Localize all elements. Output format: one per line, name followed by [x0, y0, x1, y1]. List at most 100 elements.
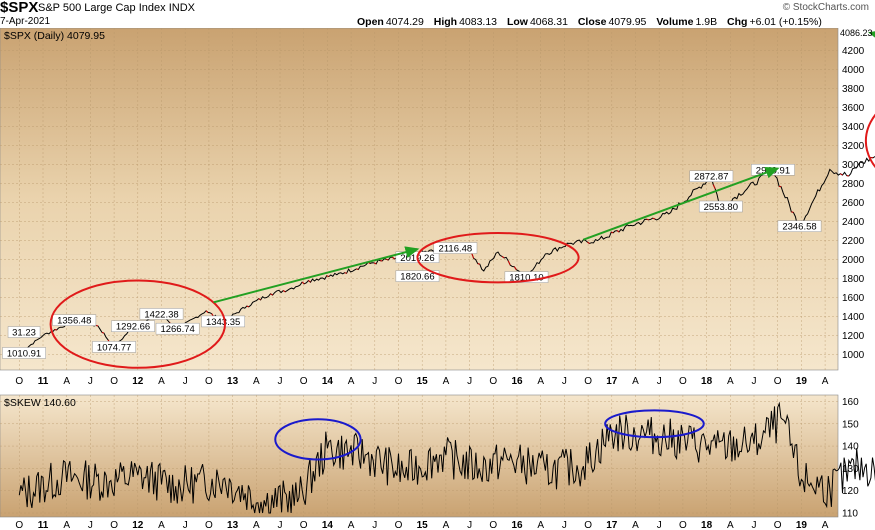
x-tick-label: J — [752, 376, 757, 387]
x-tick-label: 12 — [132, 376, 144, 387]
price-annotation-box — [111, 320, 155, 332]
price-annotation: 1820.66 — [400, 272, 434, 283]
price-annotation: 2872.87 — [694, 172, 728, 183]
x-tick-label: A — [632, 520, 639, 530]
price-tick-label: 1800 — [842, 274, 865, 285]
price-annotation: 1810.10 — [509, 273, 543, 284]
spx-down-tick — [308, 280, 311, 283]
price-annotation-box — [92, 341, 136, 353]
price-tick-label: 2800 — [842, 179, 865, 190]
x-tick-label: O — [584, 520, 592, 530]
price-tick-label: 3000 — [842, 160, 865, 171]
spx-down-tick — [652, 217, 655, 220]
price-annotation: 1292.66 — [116, 322, 150, 333]
x-tick-label: O — [205, 376, 213, 387]
x-tick-label: A — [632, 376, 639, 387]
price-tick-label: 3200 — [842, 141, 865, 152]
x-tick-label: A — [822, 376, 829, 387]
x-tick-label: J — [183, 376, 188, 387]
spx-down-tick — [587, 241, 590, 244]
last-price-label: 4086.23 — [840, 28, 873, 38]
x-tick-label: 15 — [417, 376, 429, 387]
x-tick-label: 13 — [227, 520, 239, 530]
spx-down-tick — [301, 281, 305, 285]
skew-panel-title: $SKEW 140.60 — [4, 397, 76, 409]
price-tick-label: 2600 — [842, 198, 865, 209]
x-tick-label: O — [584, 376, 592, 387]
x-tick-label: A — [443, 520, 450, 530]
skew-circle-highlight — [604, 409, 705, 439]
x-tick-label: A — [348, 376, 355, 387]
x-tick-label: J — [657, 520, 662, 530]
spx-down-tick — [507, 260, 511, 266]
spx-down-tick — [611, 231, 614, 234]
price-tick-label: 1400 — [842, 312, 865, 323]
x-tick-label: J — [467, 376, 472, 387]
chg-value: +6.01 (+0.15%) — [749, 16, 822, 28]
x-tick-label: A — [727, 376, 734, 387]
x-tick-label: A — [158, 520, 165, 530]
x-tick-label: A — [63, 520, 70, 530]
skew-tick-label: 130 — [842, 464, 859, 475]
price-annotation-box — [777, 220, 822, 232]
price-tick-label: 1200 — [842, 331, 865, 342]
spx-down-tick — [373, 262, 377, 265]
price-chart[interactable]: 1000 1200 1400 1600 1800 2000 2200 2400 2600 2800… — [0, 28, 875, 530]
spx-down-tick — [95, 324, 99, 327]
x-tick-label: A — [537, 376, 544, 387]
low-value: 4068.31 — [529, 16, 568, 28]
price-annotation: 1266.74 — [160, 324, 194, 335]
price-annotation: 2116.48 — [439, 244, 473, 255]
x-tick-label: 11 — [38, 520, 49, 530]
x-tick-label: 13 — [227, 376, 239, 387]
price-tick-label: 2400 — [842, 217, 865, 228]
price-tick-label: 1000 — [842, 350, 865, 361]
skew-panel-bg — [0, 394, 839, 518]
x-tick-label: 12 — [132, 520, 144, 530]
price-annotation-box — [52, 314, 97, 326]
x-tick-label: J — [657, 376, 662, 387]
x-tick-label: J — [372, 376, 377, 387]
price-circle-highlight — [864, 113, 875, 169]
x-tick-label: 15 — [417, 520, 429, 530]
skew-circle-highlight — [274, 418, 362, 461]
spx-down-tick — [712, 184, 716, 189]
price-tick-label: 4200 — [842, 46, 865, 57]
spx-down-tick — [392, 256, 395, 260]
x-tick-label: J — [88, 376, 93, 387]
x-tick-label: 18 — [701, 520, 713, 530]
x-tick-label: O — [110, 520, 118, 530]
trend-arrow — [213, 246, 420, 304]
exchange: INDX — [168, 2, 195, 14]
x-tick-label: A — [727, 520, 734, 530]
close-label: Close — [577, 16, 607, 28]
spx-down-tick — [840, 173, 843, 176]
x-tick-label: A — [158, 376, 165, 387]
open-label: Open — [357, 16, 384, 28]
x-tick-label: O — [15, 376, 23, 387]
price-annotation-box — [139, 308, 184, 320]
low-label: Low — [506, 16, 528, 28]
brand-logo: © StockCharts.com — [782, 2, 869, 13]
x-tick-label: 16 — [511, 520, 523, 530]
spx-down-tick — [246, 305, 249, 308]
chg-label: Chg — [727, 16, 748, 28]
price-annotation: 2346.58 — [782, 222, 816, 233]
x-tick-label: A — [253, 376, 260, 387]
spx-down-tick — [646, 218, 649, 221]
price-annotation: 2553.80 — [704, 202, 738, 213]
x-tick-label: J — [278, 376, 283, 387]
x-tick-label: 19 — [796, 376, 808, 387]
chart-header: $SPX S&P 500 Large Cap Index INDX 7-Apr-… — [0, 0, 875, 28]
price-annotation-box — [7, 326, 41, 338]
x-tick-label: A — [443, 376, 450, 387]
x-tick-label: A — [253, 520, 260, 530]
spx-down-tick — [356, 268, 359, 270]
x-tick-label: J — [752, 520, 757, 530]
price-panel-title: $SPX (Daily) 4079.95 — [4, 30, 105, 42]
skew-tick-label: 120 — [842, 486, 859, 497]
volume-value: 1.9B — [695, 16, 718, 28]
x-tick-label: O — [300, 520, 308, 530]
price-tick-label: 4000 — [842, 65, 865, 76]
volume-label: Volume — [656, 16, 694, 28]
